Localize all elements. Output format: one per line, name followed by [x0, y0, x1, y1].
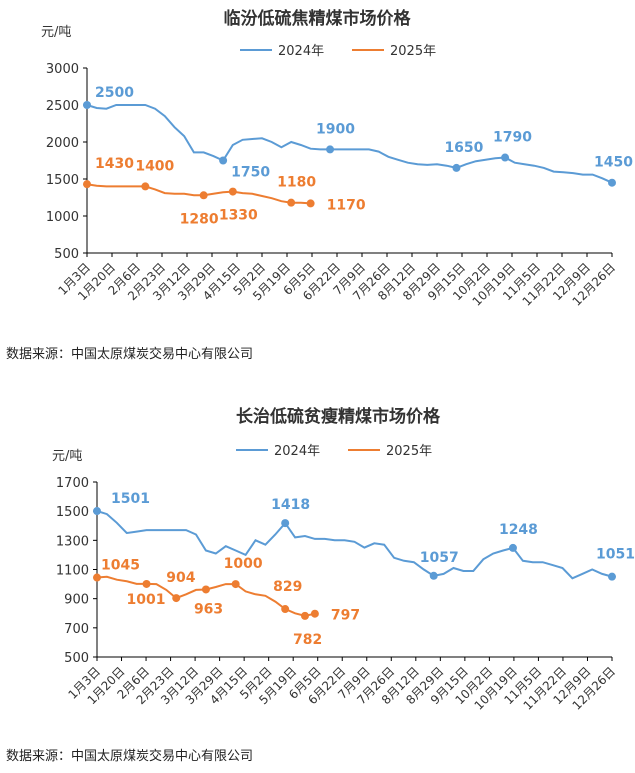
y-tick-label: 1500 — [46, 173, 79, 188]
series-2025-line — [86, 183, 311, 205]
series-2024-line — [86, 104, 613, 184]
chart-linfen: 临汾低硫焦精煤市场价格 元/吨 2024年 2025年 500 1000 1500 2… — [41, 8, 633, 309]
point-2025-marker — [306, 199, 315, 208]
series-2024-line — [96, 510, 613, 580]
point-2024-marker — [429, 571, 438, 580]
data-label-2024: 1650 — [444, 140, 483, 156]
y-tick-label: 1000 — [46, 210, 79, 225]
y-tick-label: 1500 — [56, 505, 89, 520]
data-label-2024: 1051 — [596, 547, 635, 563]
point-2025-marker — [172, 594, 181, 603]
chart-changzhi: 长治低硫贫瘦精煤市场价格 元/吨 2024年 2025年 500 700 900 11… — [52, 406, 635, 713]
y-tick-label: 900 — [64, 593, 89, 608]
point-2024-marker — [452, 163, 461, 172]
point-2024-marker — [608, 178, 616, 187]
point-2025-marker — [142, 579, 151, 588]
point-2024-marker — [608, 572, 616, 581]
legend: 2024年 2025年 — [240, 44, 436, 59]
point-2025-marker — [231, 580, 240, 589]
data-label-2025: 1330 — [219, 208, 258, 224]
y-tick-label: 700 — [64, 622, 89, 637]
data-label-2024: 1790 — [493, 130, 532, 146]
data-label-2024: 1248 — [499, 522, 538, 538]
point-2025-marker — [201, 585, 210, 594]
y-tick-label: 1700 — [56, 476, 89, 491]
data-label-2024: 1750 — [231, 165, 270, 181]
point-2024-marker — [83, 101, 91, 109]
data-label-2024: 1900 — [316, 121, 355, 137]
data-source-note: 数据来源：中国太原煤炭交易中心有限公司 — [6, 346, 253, 362]
y-tick-label: 1300 — [56, 534, 89, 549]
data-label-2025: 904 — [166, 570, 195, 586]
data-label-2025: 1400 — [135, 158, 174, 174]
data-label-2025: 963 — [194, 601, 223, 617]
y-tick-label: 3000 — [46, 62, 79, 77]
data-label-2025: 1000 — [224, 556, 263, 572]
y-tick-label: 2000 — [46, 136, 79, 151]
data-label-2025: 1045 — [101, 558, 140, 574]
data-label-2024: 1418 — [271, 497, 310, 513]
data-label-2025: 1280 — [180, 211, 219, 227]
point-2024-marker — [501, 153, 510, 162]
data-label-2024: 1501 — [111, 491, 150, 507]
point-2025-marker — [83, 180, 91, 189]
point-2025-marker — [93, 573, 101, 582]
data-label-2025: 829 — [273, 579, 302, 595]
y-axis-unit: 元/吨 — [52, 449, 82, 464]
point-2025-marker — [300, 611, 309, 620]
point-2025-marker — [199, 191, 208, 200]
data-label-2025: 1170 — [327, 197, 366, 213]
plot-area: 50070090011001300150017001月3日1月20日2月6日2月… — [56, 476, 635, 713]
chart-title: 临汾低硫焦精煤市场价格 — [224, 8, 412, 29]
y-tick-label: 2500 — [46, 99, 79, 114]
point-2024-marker — [219, 156, 228, 165]
point-2024-marker — [93, 507, 101, 516]
legend-label-2024: 2024年 — [274, 444, 320, 459]
y-tick-label: 1100 — [56, 564, 89, 579]
data-source-note: 数据来源：中国太原煤炭交易中心有限公司 — [6, 748, 253, 764]
y-tick-label: 500 — [64, 651, 89, 666]
chart-title: 长治低硫贫瘦精煤市场价格 — [236, 406, 441, 427]
point-2025-marker — [141, 182, 150, 191]
legend-label-2024: 2024年 — [278, 44, 324, 59]
data-label-2025: 782 — [293, 632, 322, 648]
data-label-2025: 797 — [331, 608, 360, 624]
legend: 2024年 2025年 — [236, 444, 432, 459]
point-2024-marker — [281, 519, 290, 528]
data-label-2025: 1001 — [127, 592, 166, 608]
point-2025-marker — [287, 198, 296, 207]
y-tick-label: 500 — [54, 247, 79, 262]
data-label-2024: 2500 — [95, 85, 134, 101]
data-label-2024: 1450 — [594, 155, 633, 171]
y-axis-unit: 元/吨 — [41, 25, 71, 40]
point-2024-marker — [326, 145, 335, 154]
point-2025-marker — [228, 187, 237, 196]
point-2025-marker — [310, 609, 319, 618]
data-label-2025: 1430 — [95, 156, 134, 172]
point-2025-marker — [281, 605, 290, 614]
plot-area: 500100015002000250030001月3日1月20日2月6日2月23… — [46, 62, 633, 309]
data-label-2024: 1057 — [420, 550, 459, 566]
data-label-2025: 1180 — [277, 175, 316, 191]
point-2024-marker — [508, 543, 517, 552]
legend-label-2025: 2025年 — [390, 44, 436, 59]
legend-label-2025: 2025年 — [386, 444, 432, 459]
